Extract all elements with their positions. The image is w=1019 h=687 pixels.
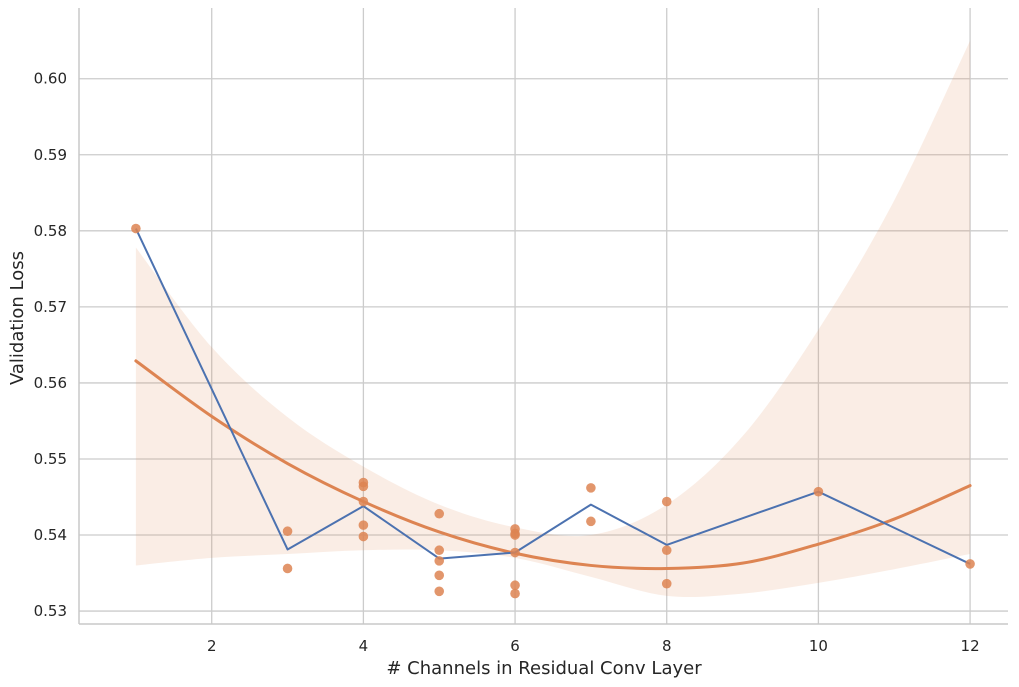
scatter-point (358, 520, 369, 530)
confidence-band-layer (135, 40, 971, 598)
scatter-point (434, 545, 445, 556)
x-tick-label: 12 (961, 637, 980, 655)
x-tick-label: 6 (510, 637, 520, 655)
y-tick-label: 0.59 (34, 146, 67, 164)
y-tick-label: 0.58 (34, 222, 67, 240)
y-axis-title: Validation Loss (7, 251, 28, 385)
scatter-point (434, 508, 445, 519)
regression-fit-line (134, 359, 972, 571)
scatter-point (282, 563, 293, 574)
scatter-point (510, 547, 520, 558)
scatter-point (510, 580, 520, 591)
scatter-point (131, 223, 141, 234)
scatter-point (358, 496, 369, 507)
y-tick-label: 0.56 (34, 374, 67, 392)
scatter-point (282, 526, 293, 537)
scatter-point (434, 586, 445, 597)
scatter-point (434, 570, 445, 581)
x-tick-label: 8 (662, 637, 672, 655)
scatter-point (661, 545, 672, 556)
scatter-point (434, 556, 445, 566)
scatter-point (586, 516, 596, 527)
y-tick-label: 0.55 (34, 450, 67, 468)
scatter-point (661, 496, 672, 507)
y-tick-label: 0.53 (34, 602, 67, 620)
x-tick-label: 4 (359, 637, 369, 655)
y-tick-label: 0.54 (34, 526, 67, 544)
y-tick-label: 0.57 (34, 298, 67, 316)
x-tick-labels: 2 4 6 8 10 12 (207, 637, 980, 655)
x-tick-label: 2 (207, 637, 217, 655)
x-gridlines (211, 8, 971, 624)
scatter-point (661, 578, 672, 589)
scatter-points-layer (131, 223, 975, 599)
scatter-point (965, 559, 975, 569)
scatter-point (358, 481, 369, 492)
scatter-point (358, 531, 369, 542)
x-tick-label: 10 (809, 637, 828, 655)
confidence-band (135, 40, 971, 598)
y-gridlines (79, 78, 1008, 612)
y-tick-label: 0.60 (34, 70, 67, 88)
x-axis-title: # Channels in Residual Conv Layer (386, 658, 702, 679)
scatter-point (510, 588, 520, 599)
regression-fit-layer (134, 359, 972, 571)
scatter-point (586, 483, 596, 493)
scatter-point (813, 486, 824, 497)
scatter-point (510, 530, 520, 540)
y-tick-labels: 0.53 0.54 0.55 0.56 0.57 0.58 0.59 0.60 (34, 70, 67, 620)
